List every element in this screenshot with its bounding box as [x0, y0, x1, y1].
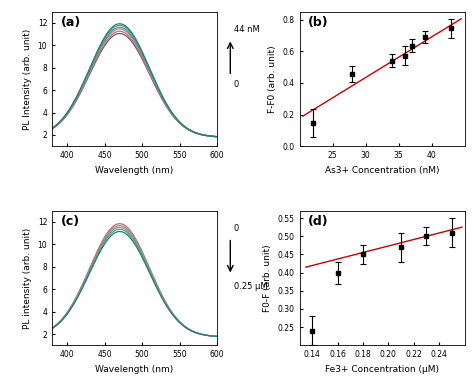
Y-axis label: F-F0 (arb. unit): F-F0 (arb. unit) — [268, 45, 277, 113]
Y-axis label: F0-F (arb. unit): F0-F (arb. unit) — [263, 244, 272, 312]
Y-axis label: PL Intensity (arb. unit): PL Intensity (arb. unit) — [23, 28, 32, 130]
Text: (a): (a) — [60, 16, 81, 29]
X-axis label: As3+ Concentration (nM): As3+ Concentration (nM) — [325, 166, 439, 175]
Text: 0.25 μM: 0.25 μM — [234, 282, 267, 291]
Text: 44 nM: 44 nM — [234, 24, 259, 34]
Text: (c): (c) — [60, 215, 80, 228]
Text: (b): (b) — [308, 16, 328, 29]
X-axis label: Fe3+ Concentration (μM): Fe3+ Concentration (μM) — [325, 365, 439, 374]
Y-axis label: PL intensity (arb. unit): PL intensity (arb. unit) — [23, 227, 32, 329]
X-axis label: Wavelength (nm): Wavelength (nm) — [95, 166, 174, 175]
Text: 0: 0 — [234, 224, 239, 233]
Text: 0: 0 — [234, 80, 239, 89]
X-axis label: Wavelength (nm): Wavelength (nm) — [95, 365, 174, 374]
Text: (d): (d) — [308, 215, 328, 228]
